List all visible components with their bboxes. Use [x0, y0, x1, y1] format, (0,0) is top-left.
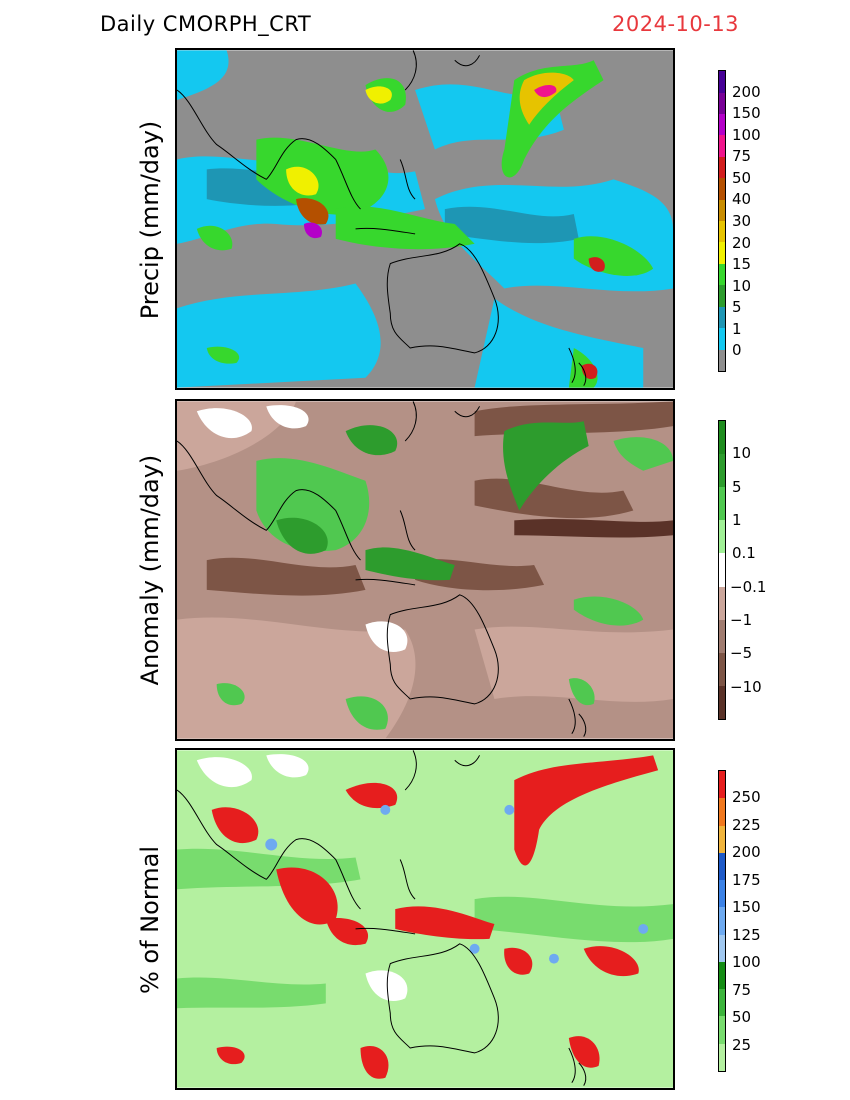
colorbar-segment [719, 199, 725, 222]
colorbar-segment [719, 553, 725, 587]
colorbar-tick-label: 200 [732, 82, 761, 101]
colorbar-segment [719, 71, 725, 93]
colorbar-tick-label: 20 [732, 233, 752, 252]
coastlines [177, 750, 587, 1086]
colorbar-tick-label: 150 [732, 104, 761, 123]
anomaly-colorbar [718, 420, 726, 720]
colorbar-segment [719, 285, 725, 307]
percent-above-normal-areas [211, 755, 659, 1079]
colorbar-tick-label: 30 [732, 212, 752, 230]
colorbar-segment [719, 771, 725, 799]
colorbar-tick-label: 1 [732, 319, 742, 338]
colorbar-segment [719, 242, 725, 264]
colorbar-tick-label: 10 [732, 444, 752, 463]
colorbar-segment [719, 178, 725, 200]
colorbar-tick-label: 225 [732, 815, 761, 834]
colorbar-segment [719, 156, 725, 179]
anomaly-dry-light-areas [177, 401, 673, 739]
colorbar-segment [719, 852, 725, 881]
colorbar-segment [719, 907, 725, 935]
anomaly-wet-areas [216, 421, 673, 730]
percent-map [177, 750, 673, 1088]
colorbar-segment [719, 421, 725, 455]
colorbar-tick-label: 150 [732, 898, 761, 917]
colorbar-segment [719, 349, 725, 371]
colorbar-segment [719, 798, 725, 826]
precip-axis-label: Precip (mm/day) [136, 120, 164, 320]
colorbar-tick-label: 40 [732, 190, 752, 209]
map-title: Daily CMORPH_CRT [100, 12, 312, 36]
anomaly-neutral-areas [196, 405, 408, 653]
colorbar-tick-label: 15 [732, 255, 752, 274]
colorbar-tick-label: −1 [730, 611, 753, 629]
colorbar-segment [719, 685, 725, 719]
colorbar-segment [719, 586, 725, 620]
colorbar-segment [719, 934, 725, 962]
colorbar-tick-label: 50 [732, 1008, 752, 1027]
precip-map-panel [175, 48, 675, 390]
colorbar-tick-label: 250 [732, 788, 761, 807]
colorbar-tick-label: 125 [732, 925, 761, 944]
colorbar-tick-label: 1 [732, 511, 742, 529]
colorbar-tick-label: −5 [730, 644, 753, 663]
colorbar-tick-label: −10 [730, 677, 762, 696]
colorbar-segment [719, 619, 725, 653]
colorbar-segment [719, 1043, 725, 1071]
colorbar-tick-label: 75 [732, 147, 752, 166]
colorbar-segment [719, 880, 725, 908]
precip-colorbar [718, 70, 726, 372]
colorbar-segment [719, 92, 725, 114]
colorbar-tick-label: 175 [732, 870, 761, 889]
colorbar-segment [719, 520, 725, 554]
colorbar-segment [719, 221, 725, 243]
colorbar-segment [719, 113, 725, 136]
colorbar-segment [719, 825, 725, 853]
colorbar-segment [719, 135, 725, 157]
map-date: 2024-10-13 [612, 12, 740, 36]
precip-map [177, 50, 673, 388]
colorbar-segment [719, 652, 725, 686]
colorbar-tick-label: 25 [732, 1035, 752, 1054]
percent-mid-areas [265, 804, 649, 964]
colorbar-tick-label: 100 [732, 125, 761, 144]
anomaly-map [177, 401, 673, 739]
colorbar-segment [719, 989, 725, 1017]
colorbar-segment [719, 263, 725, 286]
colorbar-segment [719, 487, 725, 521]
percent-neutral-areas [196, 754, 408, 1002]
percent-axis-label: % of Normal [136, 845, 164, 995]
percent-map-panel [175, 748, 675, 1090]
colorbar-tick-label: 100 [732, 953, 761, 972]
colorbar-tick-label: 0.1 [732, 544, 756, 563]
colorbar-segment [719, 454, 725, 488]
coastlines [177, 401, 587, 737]
colorbar-tick-label: 200 [732, 843, 761, 862]
colorbar-tick-label: 5 [732, 298, 742, 317]
colorbar-tick-label: −0.1 [730, 577, 767, 596]
colorbar-segment [719, 1016, 725, 1044]
colorbar-tick-label: 0 [732, 341, 742, 360]
colorbar-tick-label: 5 [732, 477, 742, 496]
colorbar-tick-label: 75 [732, 980, 752, 999]
coastlines [177, 50, 587, 386]
anomaly-map-panel [175, 399, 675, 741]
colorbar-segment [719, 306, 725, 329]
colorbar-segment [719, 328, 725, 350]
percent-colorbar [718, 770, 726, 1072]
colorbar-segment [719, 961, 725, 990]
anomaly-axis-label: Anomaly (mm/day) [136, 454, 164, 686]
colorbar-tick-label: 10 [732, 276, 752, 295]
colorbar-tick-label: 50 [732, 168, 752, 187]
